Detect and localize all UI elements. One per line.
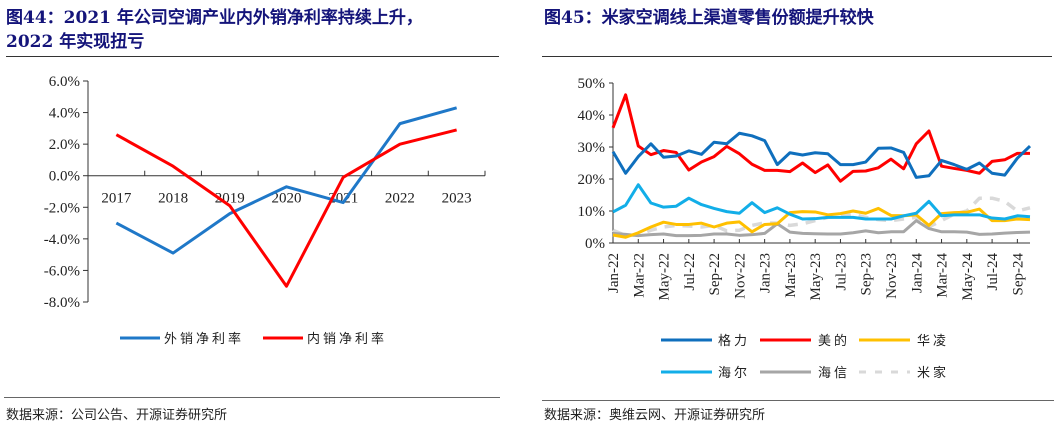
- series-line-1: [611, 93, 1030, 183]
- right-chart: 50% 40% 30% 20% 10% 0%Jan-22 Mar-22 May-22 Jul-2…: [578, 76, 1032, 301]
- x-tick-label: Jul-22: [682, 253, 698, 291]
- x-tick-label: Nov-23: [884, 253, 900, 299]
- right-source: 数据来源：奥维云网、开源证券研究所: [544, 408, 766, 423]
- y-tick-label: 2.0%: [49, 137, 80, 153]
- y-tick-label: 40%: [578, 108, 606, 124]
- x-tick-label: Jul-24: [985, 253, 1001, 291]
- series-line-0: [115, 106, 458, 255]
- x-tick-label: 2017: [101, 191, 132, 207]
- y-tick-label: -4.0%: [44, 232, 80, 248]
- y-tick-label: 10%: [578, 204, 606, 220]
- left-chart: 6.0% 4.0% 2.0% 0.0% -2.0% -4.0% -6.0% -8.0% 2017…: [44, 74, 486, 311]
- x-tick-label: 2019: [215, 191, 245, 207]
- y-tick-label: 30%: [578, 140, 606, 156]
- right-source-rule: [542, 400, 1054, 401]
- x-tick-label: Jan-22: [606, 253, 622, 293]
- series-line-4: [612, 219, 1031, 238]
- x-tick-label: Mar-22: [631, 253, 647, 298]
- series-line-0: [611, 131, 1032, 179]
- x-tick-label: May-24: [960, 253, 976, 301]
- y-tick-label: 50%: [578, 76, 606, 92]
- x-tick-label: May-22: [657, 253, 673, 301]
- legend-label-gree: 格力: [718, 333, 750, 349]
- series-line-1: [115, 128, 458, 288]
- x-tick-label: Sep-22: [707, 253, 723, 296]
- x-tick-label: May-23: [808, 253, 824, 301]
- x-tick-label: 2020: [272, 191, 302, 207]
- x-tick-label: 2023: [442, 191, 472, 207]
- y-tick-label: -8.0%: [44, 295, 80, 311]
- x-tick-label: 2018: [158, 191, 188, 207]
- left-chart-title: 图44：2021 年公司空调产业内外销净利率持续上升， 2022 年实现扭亏: [6, 6, 423, 54]
- x-tick-label: Mar-23: [783, 253, 799, 298]
- legend-label-midea: 美的: [818, 333, 850, 349]
- x-tick-label: Nov-22: [732, 253, 748, 299]
- left-title-line2: 2022 年实现扭亏: [6, 32, 145, 52]
- x-tick-label: Jul-23: [833, 253, 849, 291]
- y-tick-label: 4.0%: [49, 106, 80, 122]
- left-title-rule: [6, 56, 499, 57]
- x-tick-label: Mar-24: [935, 253, 951, 298]
- x-tick-label: Sep-23: [859, 253, 875, 296]
- left-source: 数据来源：公司公告、开源证券研究所: [6, 408, 228, 423]
- y-tick-label: 0%: [585, 236, 605, 252]
- legend-label-mijia: 米家: [917, 365, 949, 381]
- y-tick-label: 20%: [578, 172, 606, 188]
- y-tick-label: 6.0%: [49, 74, 80, 90]
- legend-label-export: 外销净利率: [164, 331, 244, 347]
- legend-label-hisense: 海信: [818, 366, 850, 381]
- series-line-3: [612, 183, 1031, 221]
- left-title-line1: 图44：2021 年公司空调产业内外销净利率持续上升，: [6, 8, 423, 28]
- right-legend: 格力 美的 华凌 海尔 海信 米家: [661, 333, 949, 381]
- legend-label-haier: 海尔: [718, 366, 750, 381]
- legend-label-wahin: 华凌: [917, 334, 949, 349]
- x-tick-label: Jan-24: [909, 253, 925, 293]
- y-tick-label: -2.0%: [44, 200, 80, 216]
- x-tick-label: Jan-23: [758, 253, 774, 293]
- y-tick-label: 0.0%: [49, 169, 80, 185]
- x-tick-label: Sep-24: [1010, 253, 1026, 296]
- left-legend: 外销净利率 内销净利率: [120, 331, 387, 347]
- legend-label-domestic: 内销净利率: [307, 331, 387, 347]
- right-chart-title: 图45：米家空调线上渠道零售份额提升较快: [544, 8, 874, 28]
- left-source-rule: [4, 397, 500, 398]
- x-tick-label: 2022: [385, 191, 415, 207]
- series-line-2: [612, 206, 1031, 239]
- y-tick-label: -6.0%: [44, 263, 80, 279]
- right-title-rule: [542, 56, 1052, 57]
